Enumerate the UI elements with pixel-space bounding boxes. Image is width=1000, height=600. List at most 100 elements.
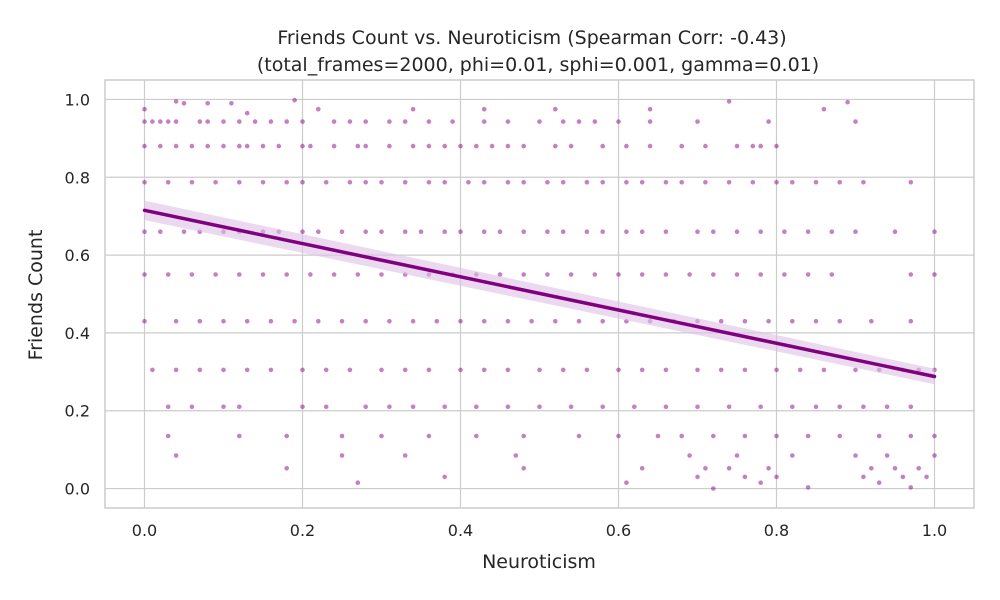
data-point [205, 143, 210, 149]
data-point [576, 318, 582, 324]
data-point [774, 367, 779, 373]
y-tick-label: 1.0 [65, 90, 90, 109]
data-point [876, 433, 882, 439]
data-point [387, 119, 392, 124]
data-point [924, 474, 929, 480]
data-point [758, 480, 763, 486]
data-point [505, 318, 511, 324]
data-point [560, 180, 566, 185]
data-point [639, 180, 645, 185]
data-point [173, 99, 179, 104]
data-point [426, 119, 432, 124]
data-point [410, 106, 416, 112]
data-point [213, 272, 218, 277]
data-point [237, 272, 242, 277]
data-point [553, 143, 558, 149]
data-point [600, 143, 605, 149]
data-point [205, 119, 210, 124]
data-point [766, 119, 771, 124]
data-point [568, 272, 574, 277]
data-point [734, 229, 740, 234]
data-point [221, 367, 226, 373]
data-point [750, 143, 756, 149]
data-point [213, 180, 218, 185]
data-point [742, 367, 748, 373]
data-point [908, 180, 914, 185]
data-point [347, 180, 353, 185]
y-axis-label: Friends Count [25, 230, 47, 361]
data-point [845, 99, 850, 105]
data-point [908, 318, 914, 324]
data-point [908, 272, 914, 277]
data-point [695, 229, 700, 234]
data-point [292, 97, 297, 103]
data-point [237, 119, 242, 124]
data-point [584, 180, 590, 185]
data-point [300, 367, 305, 373]
data-point [703, 466, 708, 471]
data-point [323, 180, 329, 185]
data-point [158, 229, 163, 234]
data-point [758, 404, 763, 410]
data-point [300, 229, 305, 234]
data-point [426, 180, 432, 185]
data-point [821, 367, 827, 373]
data-point [181, 101, 187, 106]
data-point [734, 272, 740, 277]
data-point [805, 433, 811, 439]
data-point [260, 180, 266, 185]
data-point [884, 404, 890, 410]
data-point [142, 143, 147, 149]
data-point [695, 404, 700, 410]
data-point [355, 143, 361, 149]
x-axis-ticks: 0.0 0.2 0.4 0.6 0.8 1.0 [132, 521, 947, 540]
data-point [892, 229, 898, 234]
data-point [497, 229, 503, 234]
data-point [142, 106, 147, 112]
y-tick-label: 0.6 [65, 246, 90, 265]
data-point [829, 272, 835, 277]
data-point [560, 119, 566, 124]
data-point [774, 143, 779, 149]
data-point [173, 143, 179, 149]
data-point [537, 367, 542, 373]
data-point [379, 229, 384, 234]
data-point [173, 367, 179, 373]
data-point [244, 110, 250, 116]
x-tick-label: 0.4 [448, 521, 473, 540]
data-point [197, 367, 203, 373]
data-point [363, 404, 369, 410]
data-point [165, 404, 171, 410]
data-point [189, 180, 195, 185]
data-point [932, 272, 937, 277]
data-point [663, 367, 669, 373]
data-point [221, 404, 226, 410]
data-point [284, 180, 290, 185]
data-point [284, 433, 290, 439]
data-point [782, 272, 787, 277]
x-tick-label: 0.0 [132, 521, 157, 540]
data-point [276, 143, 282, 149]
data-point [300, 119, 305, 124]
data-point [797, 367, 803, 373]
data-point [655, 433, 661, 439]
data-point [300, 143, 305, 149]
data-point [284, 119, 290, 124]
data-point [853, 367, 858, 373]
y-tick-label: 0.2 [65, 402, 90, 421]
x-tick-label: 0.6 [606, 521, 631, 540]
data-point [663, 229, 669, 234]
data-point [442, 180, 448, 185]
data-point [529, 318, 534, 324]
data-point [442, 229, 448, 234]
data-point [726, 180, 732, 185]
data-point [339, 433, 345, 439]
data-point [316, 229, 321, 234]
data-point [355, 480, 361, 486]
data-point [402, 180, 408, 185]
data-point [308, 143, 313, 149]
data-point [624, 480, 629, 486]
data-point [861, 474, 866, 480]
data-point [363, 119, 369, 124]
